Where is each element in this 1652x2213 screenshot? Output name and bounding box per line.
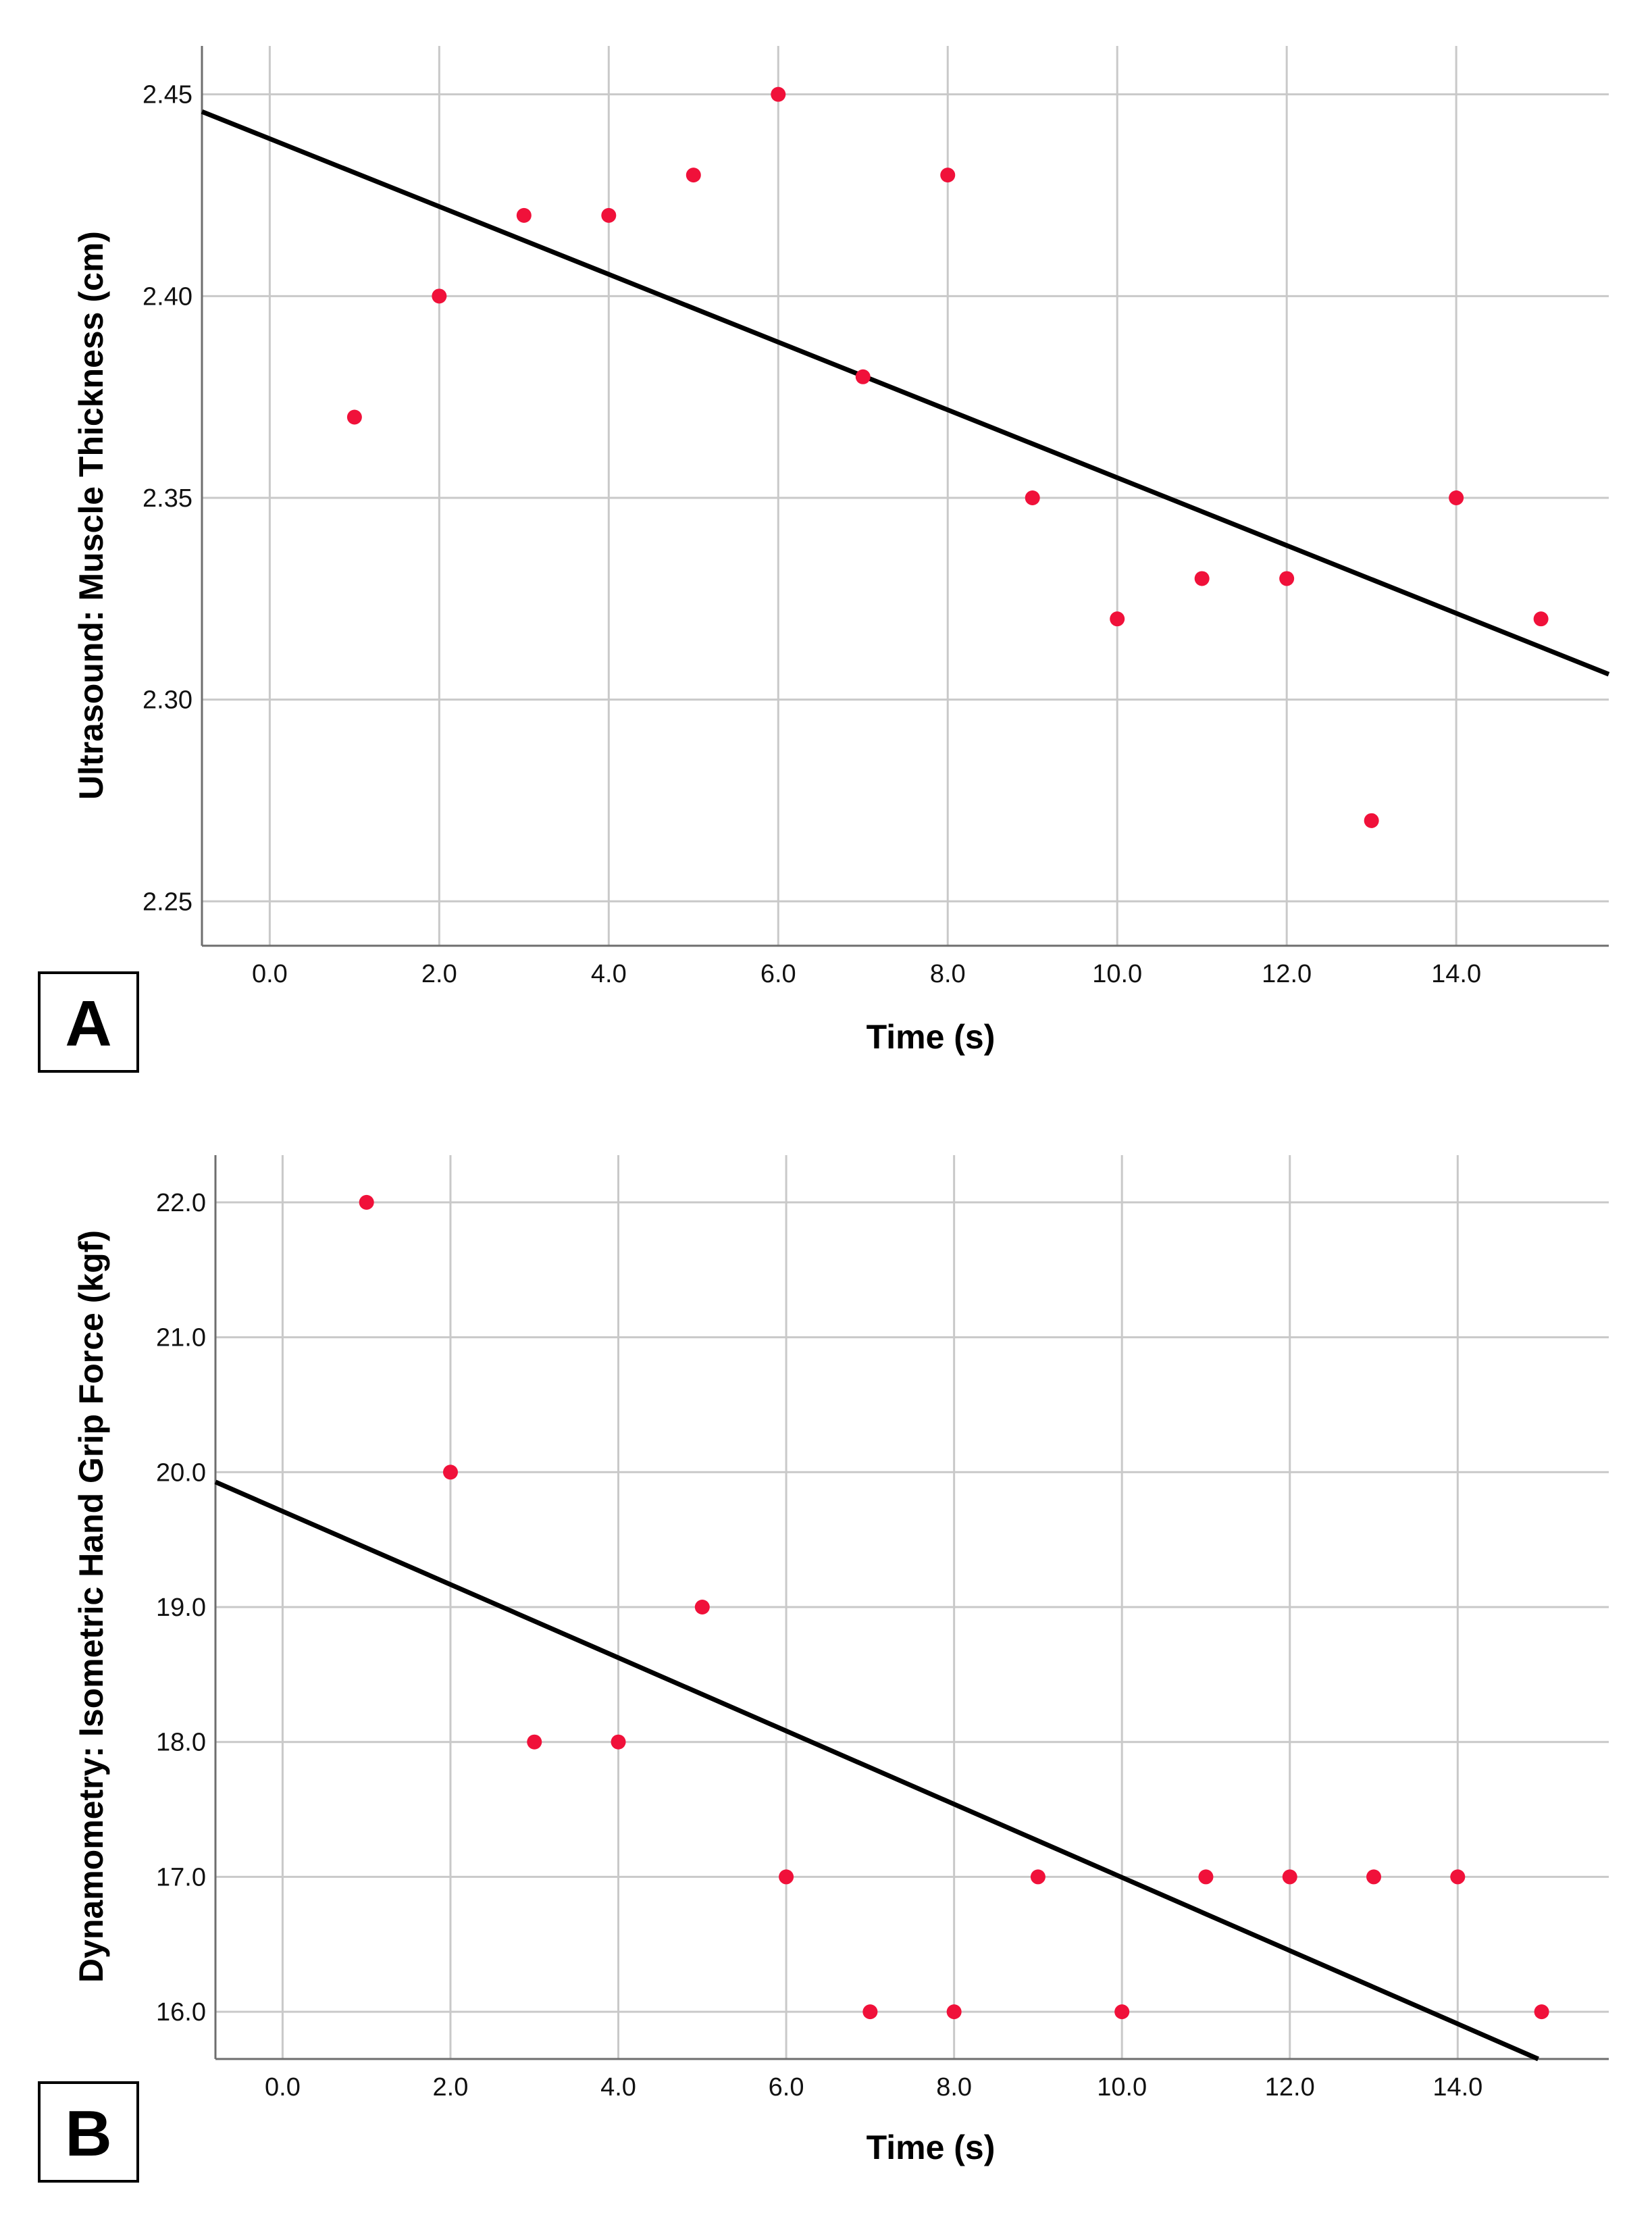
panel-label-box xyxy=(38,2081,139,2183)
y-tick-labels: 16.0 17.0 18.0 19.0 20.0 21.0 22.0 xyxy=(156,1189,206,2027)
panel-label: A xyxy=(65,988,111,1060)
data-point xyxy=(346,409,362,425)
data-point xyxy=(432,288,447,304)
regression-line xyxy=(201,109,1610,677)
data-point xyxy=(1194,571,1210,586)
data-point xyxy=(940,168,956,183)
panel-label-box xyxy=(38,971,139,1073)
data-point xyxy=(359,1194,374,1210)
x-axis-label: Time (s) xyxy=(867,2129,996,2166)
y-tick-label: 20.0 xyxy=(156,1458,206,1487)
x-tick-label: 6.0 xyxy=(769,2073,804,2102)
data-point xyxy=(442,1465,458,1480)
y-tick-label: 21.0 xyxy=(156,1324,206,1352)
y-tick-label: 18.0 xyxy=(156,1729,206,1757)
data-point xyxy=(855,369,871,384)
data-point xyxy=(611,1734,626,1750)
x-axis-label: Time (s) xyxy=(867,1018,996,1056)
gridlines xyxy=(202,46,1609,946)
x-tick-labels: 0.0 2.0 4.0 6.0 8.0 10.0 12.0 14.0 xyxy=(252,960,1481,988)
x-tick-label: 12.0 xyxy=(1265,2073,1315,2102)
x-tick-label: 2.0 xyxy=(421,960,457,988)
data-point xyxy=(1282,1869,1297,1885)
data-points xyxy=(346,86,1549,828)
y-tick-label: 2.25 xyxy=(143,888,192,916)
data-point xyxy=(694,1600,710,1614)
data-point xyxy=(516,207,532,223)
x-tick-label: 0.0 xyxy=(265,2073,301,2102)
x-tick-label: 12.0 xyxy=(1262,960,1312,988)
data-point xyxy=(1110,611,1125,627)
chart-panel-b: 16.0 17.0 18.0 19.0 20.0 21.0 22.0 0.0 2.0 4.0 6.… xyxy=(38,1155,1609,2183)
data-point xyxy=(1450,1869,1466,1885)
data-point xyxy=(601,207,617,223)
data-point xyxy=(771,86,786,102)
y-tick-labels: 2.25 2.30 2.35 2.40 2.45 xyxy=(143,81,192,917)
data-point xyxy=(946,2004,962,2020)
data-point xyxy=(1114,2004,1130,2020)
y-tick-label: 17.0 xyxy=(156,1863,206,1891)
data-point xyxy=(1198,1869,1214,1885)
x-tick-label: 10.0 xyxy=(1092,960,1142,988)
x-tick-label: 2.0 xyxy=(433,2073,469,2102)
x-tick-label: 4.0 xyxy=(600,2073,636,2102)
data-point xyxy=(527,1734,542,1750)
y-tick-label: 2.30 xyxy=(143,686,192,715)
chart-panel-a: 2.25 2.30 2.35 2.40 2.45 0.0 2.0 4.0 6.0 8.0 10.0… xyxy=(38,46,1610,1073)
x-tick-label: 0.0 xyxy=(252,960,288,988)
data-point xyxy=(1534,2004,1549,2020)
y-tick-label: 22.0 xyxy=(156,1189,206,1217)
data-point xyxy=(1364,813,1379,828)
gridlines xyxy=(215,1155,1609,2059)
y-tick-label: 2.35 xyxy=(143,484,192,513)
data-point xyxy=(779,1869,794,1885)
y-tick-label: 2.40 xyxy=(143,282,192,311)
y-tick-label: 16.0 xyxy=(156,1998,206,2027)
y-tick-label: 19.0 xyxy=(156,1594,206,1622)
x-tick-label: 4.0 xyxy=(591,960,627,988)
data-point xyxy=(1025,490,1040,505)
data-point xyxy=(862,2004,878,2020)
y-tick-label: 2.45 xyxy=(143,81,192,109)
panel-label: B xyxy=(65,2097,111,2170)
data-point xyxy=(1533,611,1549,627)
data-points xyxy=(359,1194,1549,2020)
y-axis-label: Dynamometry: Isometric Hand Grip Force (… xyxy=(72,1230,110,1983)
data-point xyxy=(686,168,701,183)
x-tick-label: 8.0 xyxy=(930,960,966,988)
x-tick-label: 14.0 xyxy=(1432,2073,1482,2102)
data-point xyxy=(1279,571,1295,586)
data-point xyxy=(1030,1869,1046,1885)
x-tick-label: 10.0 xyxy=(1097,2073,1147,2102)
x-tick-labels: 0.0 2.0 4.0 6.0 8.0 10.0 12.0 14.0 xyxy=(265,2073,1482,2102)
y-axis-label: Ultrasound: Muscle Thickness (cm) xyxy=(72,231,110,800)
x-tick-label: 6.0 xyxy=(760,960,796,988)
x-tick-label: 14.0 xyxy=(1431,960,1481,988)
x-tick-label: 8.0 xyxy=(936,2073,972,2102)
data-point xyxy=(1366,1869,1382,1885)
data-point xyxy=(1449,490,1464,505)
regression-line xyxy=(214,1479,1539,2062)
